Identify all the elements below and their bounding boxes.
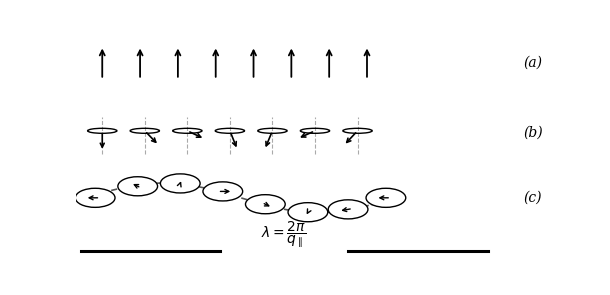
- Text: $\lambda = \dfrac{2\pi}{q_{\parallel}}$: $\lambda = \dfrac{2\pi}{q_{\parallel}}$: [262, 219, 307, 250]
- Circle shape: [245, 195, 285, 214]
- Circle shape: [288, 203, 328, 222]
- Circle shape: [203, 182, 243, 201]
- Text: (c): (c): [523, 191, 542, 205]
- Text: (a): (a): [523, 56, 542, 70]
- Text: (b): (b): [523, 126, 543, 140]
- Circle shape: [328, 200, 368, 219]
- Circle shape: [366, 188, 406, 207]
- Circle shape: [160, 174, 200, 193]
- Circle shape: [118, 177, 157, 196]
- Circle shape: [75, 188, 115, 207]
